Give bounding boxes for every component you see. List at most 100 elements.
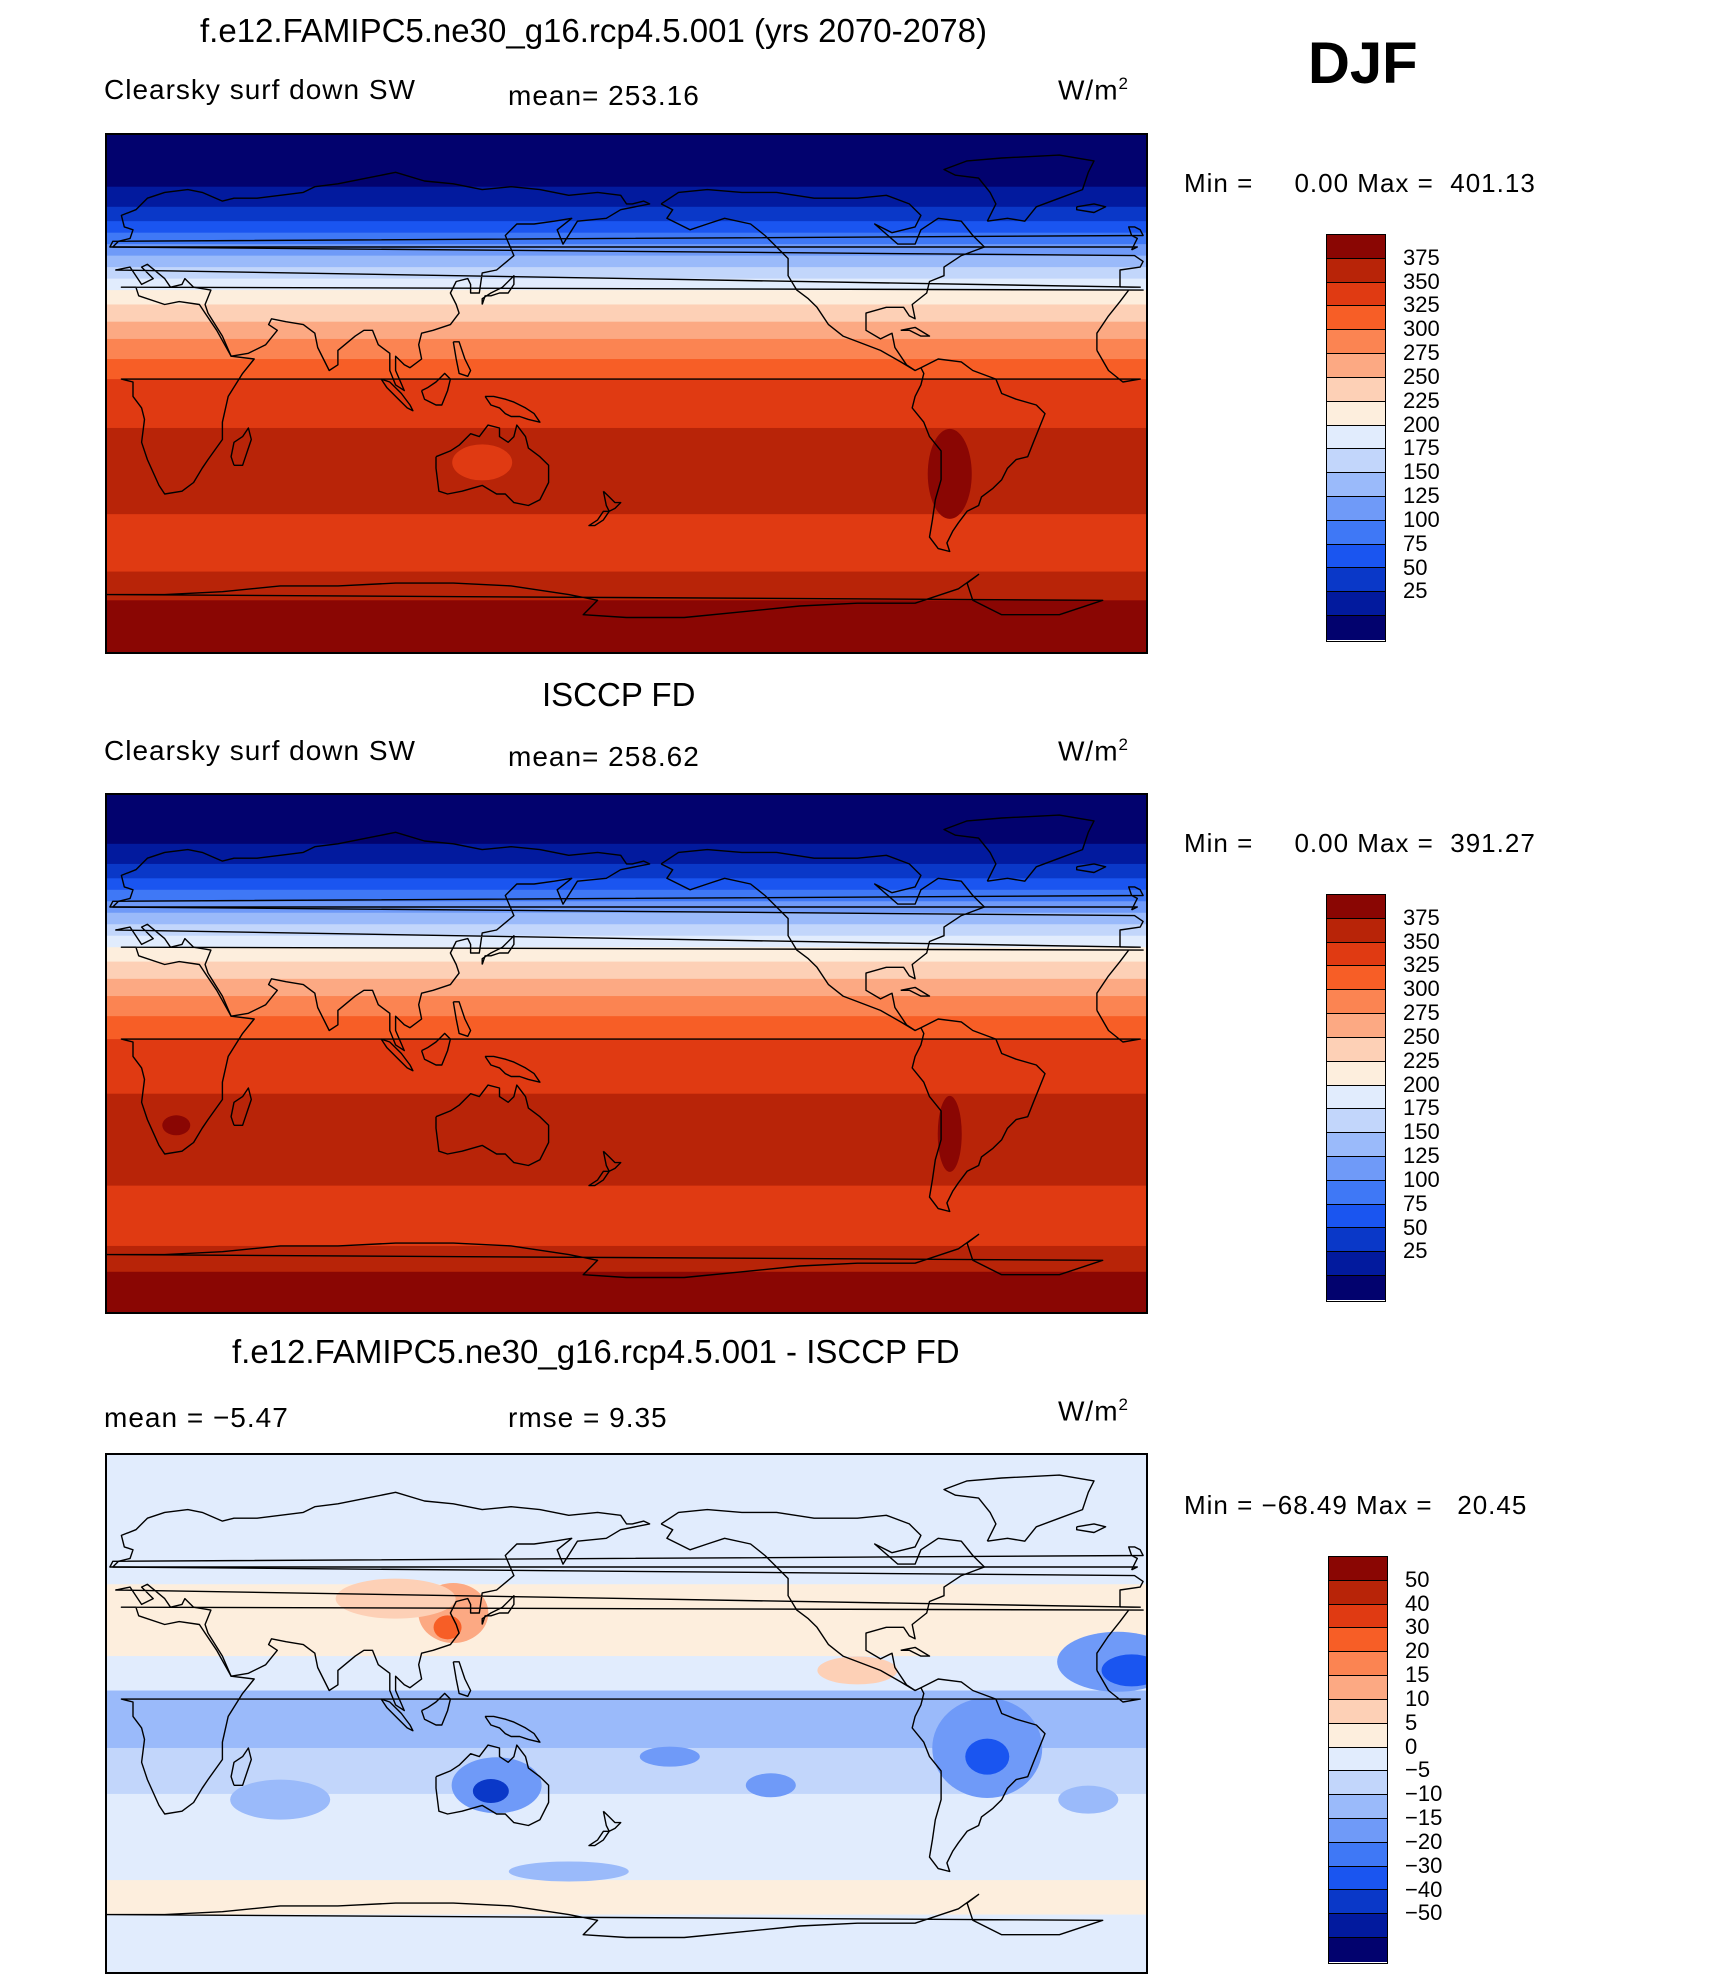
- colorbar-tick-label: 30: [1405, 1614, 1430, 1640]
- coastline: [435, 1084, 550, 1167]
- colorbar-tick-label: 325: [1403, 952, 1440, 978]
- panel3-colorbar: [1328, 1556, 1388, 1964]
- colorbar-tick-label: 100: [1403, 506, 1440, 532]
- colorbar-tick-label: −30: [1405, 1852, 1443, 1878]
- panel2-units: W/m2: [1058, 735, 1129, 767]
- coastline: [452, 1001, 472, 1038]
- coastline: [109, 226, 1144, 251]
- colorbar-tick-label: 40: [1405, 1590, 1430, 1616]
- field-band: [107, 321, 1146, 340]
- field-band: [107, 1656, 1146, 1692]
- field-band: [107, 863, 1146, 880]
- colorbar-swatch: [1329, 1723, 1387, 1748]
- colorbar-tick-label: 50: [1405, 1566, 1430, 1592]
- coastline: [481, 1594, 515, 1625]
- coastline: [481, 274, 515, 305]
- field-anomaly: [335, 1578, 456, 1619]
- colorbar-swatch: [1327, 425, 1385, 450]
- field-band: [107, 186, 1146, 208]
- field-band: [107, 338, 1146, 361]
- panel2-colorbar: [1326, 894, 1386, 1302]
- field-anomaly: [1101, 1654, 1146, 1687]
- field-band: [107, 290, 1146, 306]
- panel1-mean-label: mean= 253.16: [508, 80, 700, 111]
- field-band: [107, 267, 1146, 280]
- field-band: [107, 255, 1146, 269]
- field-band: [107, 996, 1146, 1018]
- colorbar-swatch: [1327, 1228, 1385, 1253]
- coastline: [230, 1087, 253, 1126]
- colorbar-swatch: [1327, 1252, 1385, 1276]
- field-anomaly: [230, 1779, 331, 1820]
- colorbar-swatch: [1329, 1842, 1387, 1867]
- panel1-minmax: Min = 0.00 Max = 401.13: [1184, 168, 1536, 198]
- field-anomaly: [745, 1773, 796, 1798]
- colorbar-swatch: [1327, 1204, 1385, 1229]
- coastline: [911, 358, 1046, 553]
- panel3-title: f.e12.FAMIPC5.ne30_g16.rcp4.5.001 - ISCC…: [232, 1333, 960, 1370]
- field-band: [107, 947, 1146, 963]
- colorbar-swatch: [1327, 282, 1385, 307]
- field-band: [107, 304, 1146, 323]
- colorbar-tick-label: −15: [1405, 1805, 1443, 1831]
- coastline: [588, 1150, 622, 1187]
- colorbar-swatch: [1327, 568, 1385, 593]
- colorbar-swatch: [1327, 1014, 1385, 1038]
- coastline: [420, 1032, 452, 1066]
- coastline: [109, 886, 1144, 911]
- panel2-title: ISCCP FD: [542, 676, 696, 713]
- field-band: [107, 359, 1146, 381]
- colorbar-swatch: [1327, 592, 1385, 616]
- colorbar-swatch: [1329, 1652, 1387, 1677]
- season-label: DJF: [1308, 31, 1418, 96]
- colorbar-tick-label: 125: [1403, 483, 1440, 509]
- colorbar-tick-label: 250: [1403, 1023, 1440, 1049]
- colorbar-swatch: [1329, 1818, 1387, 1843]
- colorbar-swatch: [1327, 1109, 1385, 1134]
- field-band: [107, 514, 1146, 573]
- colorbar-swatch: [1329, 1938, 1387, 1962]
- field-band: [107, 1880, 1146, 1916]
- colorbar-tick-label: 350: [1403, 268, 1440, 294]
- colorbar-swatch: [1329, 1604, 1387, 1629]
- field-band: [107, 1093, 1146, 1187]
- colorbar-tick-label: 5: [1405, 1709, 1418, 1735]
- coastline: [107, 1893, 1104, 1939]
- coastline: [230, 427, 253, 466]
- field-band: [107, 1455, 1146, 1586]
- colorbar-swatch: [1327, 1037, 1385, 1062]
- coastline: [452, 341, 472, 378]
- coastline: [380, 378, 414, 412]
- coastline: [943, 814, 1095, 882]
- field-band: [107, 795, 1146, 845]
- coastline: [588, 1810, 622, 1847]
- colorbar-tick-label: 125: [1403, 1143, 1440, 1169]
- colorbar-swatch: [1327, 918, 1385, 943]
- panel3-rmse-label: rmse = 9.35: [508, 1402, 668, 1433]
- colorbar-tick-label: 375: [1403, 244, 1440, 270]
- field-band: [107, 600, 1146, 652]
- colorbar-tick-label: 50: [1403, 1214, 1428, 1240]
- colorbar-swatch: [1327, 942, 1385, 967]
- coastline: [435, 1744, 550, 1827]
- field-band: [107, 206, 1146, 223]
- colorbar-swatch: [1329, 1866, 1387, 1891]
- field-band: [107, 843, 1146, 865]
- colorbar-swatch: [1327, 401, 1385, 426]
- colorbar-tick-label: 75: [1403, 1190, 1428, 1216]
- coastline: [107, 573, 1104, 619]
- colorbar-tick-label: 50: [1403, 554, 1428, 580]
- panel2-map: [105, 793, 1148, 1314]
- coastline: [452, 1661, 472, 1698]
- colorbar-swatch: [1327, 990, 1385, 1015]
- colorbar-tick-label: 150: [1403, 1119, 1440, 1145]
- field-anomaly: [937, 1095, 962, 1172]
- colorbar-swatch: [1327, 1180, 1385, 1205]
- panel3-map: [105, 1453, 1148, 1974]
- coastline: [484, 1715, 541, 1743]
- field-band: [107, 1039, 1146, 1095]
- panel1-title: f.e12.FAMIPC5.ne30_g16.rcp4.5.001 (yrs 2…: [200, 12, 987, 49]
- colorbar-tick-label: 200: [1403, 411, 1440, 437]
- field-anomaly: [508, 1861, 629, 1882]
- panel2-minmax: Min = 0.00 Max = 391.27: [1184, 828, 1536, 858]
